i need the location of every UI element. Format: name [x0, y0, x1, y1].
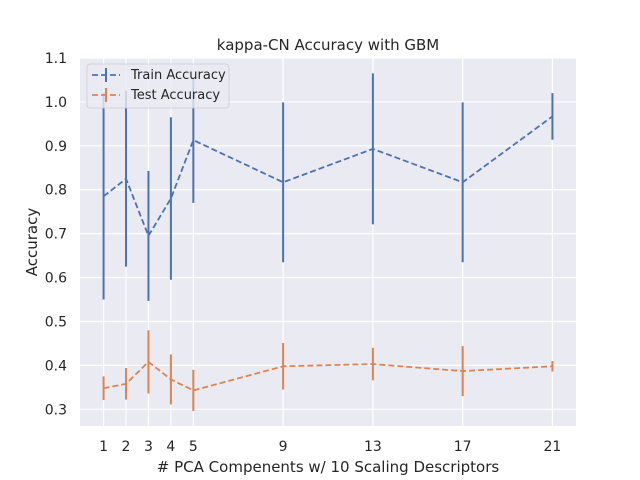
x-axis-label: # PCA Compenents w/ 10 Scaling Descripto…	[157, 458, 500, 476]
series-layer	[102, 73, 554, 412]
x-tick-label: 1	[99, 439, 108, 455]
x-tick-label: 5	[189, 439, 198, 455]
y-tick-label: 0.9	[45, 139, 67, 155]
legend-item: Test Accuracy	[92, 88, 220, 103]
series-train	[102, 73, 554, 301]
plot-area	[80, 58, 576, 426]
x-tick-label: 4	[166, 439, 175, 455]
x-tick-label: 17	[454, 439, 472, 455]
y-tick-label: 0.6	[45, 271, 67, 287]
chart-title: kappa-CN Accuracy with GBM	[217, 36, 439, 54]
y-tick-label: 0.5	[45, 314, 67, 330]
legend-item: Train Accuracy	[92, 68, 226, 83]
x-tick-labels: 1 2 3 4 5 9 13 17 21	[99, 439, 561, 455]
series-test	[102, 330, 554, 412]
y-tick-label: 0.3	[45, 402, 67, 418]
y-axis-label: Accuracy	[23, 208, 41, 277]
legend-label: Train Accuracy	[130, 68, 226, 83]
y-tick-label: 0.8	[45, 183, 67, 199]
legend: Train Accuracy Test Accuracy	[86, 63, 230, 109]
y-tick-label: 1.0	[45, 95, 67, 111]
x-tick-label: 3	[144, 439, 153, 455]
x-tick-label: 9	[279, 439, 288, 455]
x-tick-label: 2	[122, 439, 131, 455]
x-tick-label: 13	[364, 439, 382, 455]
x-tick-label: 21	[544, 439, 562, 455]
series-line	[103, 115, 553, 238]
legend-box	[86, 63, 230, 109]
legend-label: Test Accuracy	[130, 88, 220, 103]
y-tick-label: 0.4	[45, 358, 67, 374]
y-tick-label: 0.7	[45, 227, 67, 243]
y-tick-label: 1.1	[45, 51, 67, 67]
y-tick-labels: 0.3 0.4 0.5 0.6 0.7 0.8 0.9 1.0 1.1	[45, 51, 67, 418]
